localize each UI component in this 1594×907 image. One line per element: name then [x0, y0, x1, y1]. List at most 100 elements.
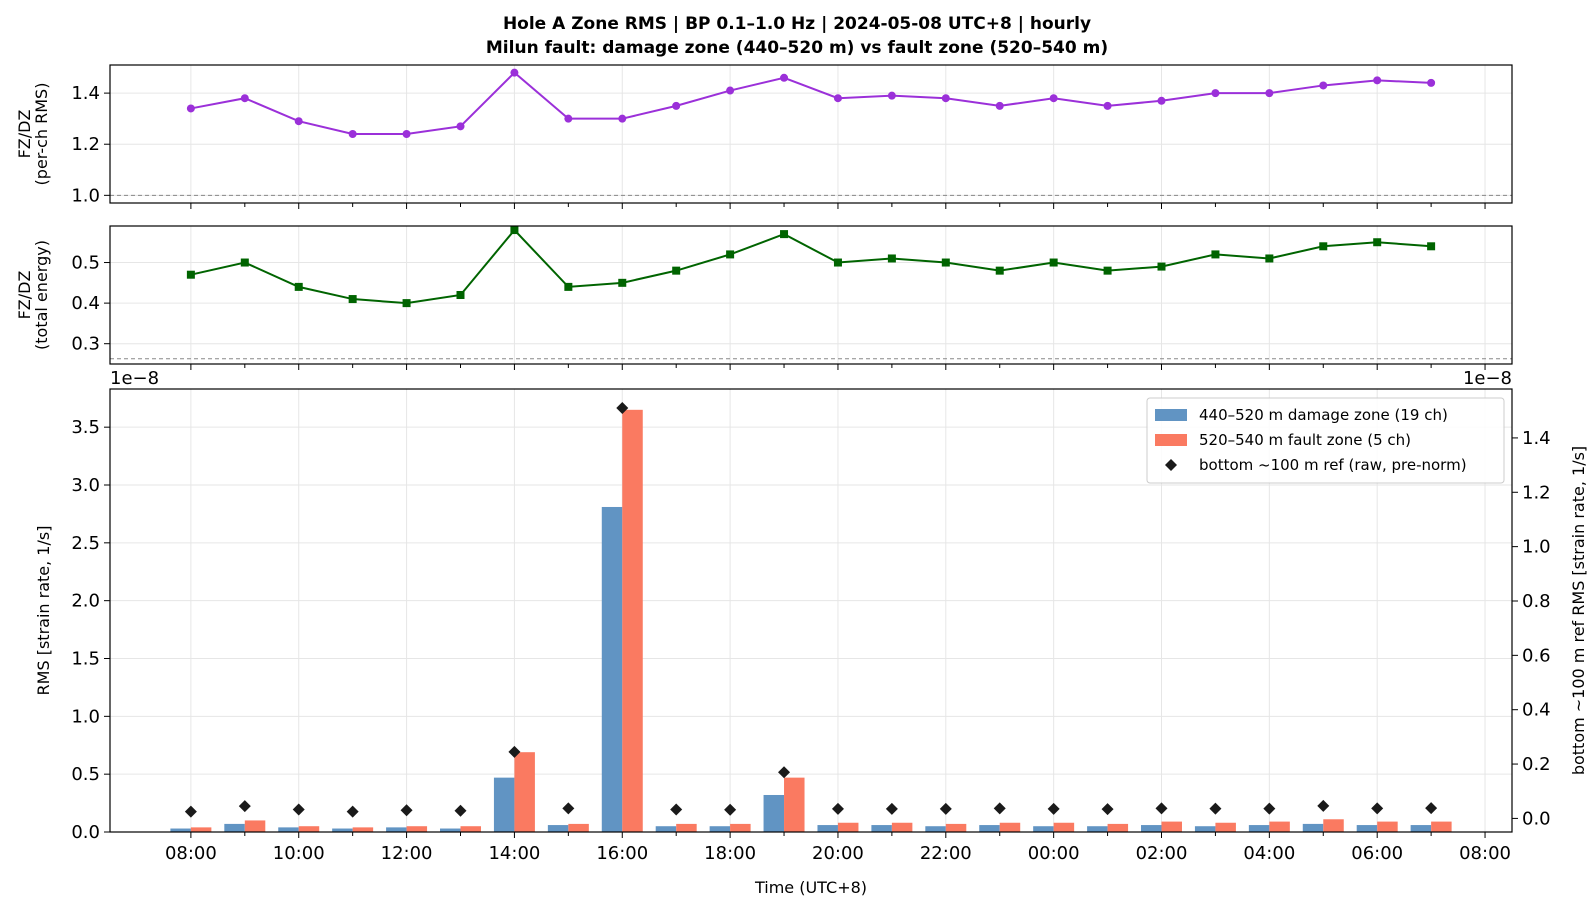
ref-point: [670, 803, 683, 816]
bar-fault-zone: [891, 822, 913, 832]
x-tick-label: 08:00: [1459, 843, 1511, 864]
ref-point: [885, 802, 898, 815]
ref-point: [831, 802, 844, 815]
fz-dz-per-channel-point: [564, 114, 573, 123]
bar-fault-zone: [945, 823, 967, 832]
ref-point: [1425, 802, 1438, 815]
ref-point: [1263, 802, 1276, 815]
bar-damage-zone: [709, 826, 731, 832]
fz-dz-per-channel-point: [186, 104, 195, 113]
fz-dz-total-energy-point: [618, 278, 627, 287]
fz-dz-per-channel-line: [190, 71, 1432, 135]
legend-label-fault-zone: 520–540 m fault zone (5 ch): [1199, 431, 1411, 449]
ref-point: [400, 804, 413, 817]
fz-dz-per-channel-point: [1427, 78, 1436, 87]
y-right-tick-label: 0.8: [1522, 591, 1551, 612]
bar-fault-zone: [352, 827, 374, 832]
bar-fault-zone: [1215, 822, 1236, 832]
y-right-tick-label: 0.2: [1522, 754, 1551, 775]
ref-point: [993, 802, 1006, 815]
fz-dz-per-channel-point: [941, 94, 950, 103]
fz-dz-per-channel-point: [1373, 76, 1382, 85]
offset-text-left: 1e−8: [110, 368, 159, 389]
bar-damage-zone: [1033, 826, 1054, 832]
bar-fault-zone: [1377, 821, 1398, 832]
fz-dz-per-channel-point: [726, 86, 735, 95]
bar-fault-zone: [298, 826, 320, 832]
y-tick-label: 0.3: [71, 334, 100, 355]
bar-damage-zone: [547, 825, 569, 832]
fz-dz-total-energy-point: [1427, 242, 1436, 251]
bar-fault-zone: [1269, 821, 1290, 832]
fz-dz-per-channel-point: [833, 94, 842, 103]
ref-point: [1317, 799, 1330, 812]
y-tick-label: 1.0: [71, 185, 100, 206]
bar-fault-zone: [622, 409, 643, 832]
y-tick-label: 3.0: [71, 475, 100, 496]
y-tick-label: 0.4: [71, 293, 100, 314]
legend-swatch-fault-zone: [1155, 434, 1187, 446]
bar-damage-zone: [224, 823, 245, 832]
x-tick-label: 00:00: [1028, 843, 1080, 864]
y-axis-label-line: (per-ch RMS): [32, 83, 51, 186]
fz-dz-total-energy-point: [672, 266, 681, 275]
bar-fault-zone: [514, 752, 535, 832]
bar-damage-zone: [601, 506, 623, 832]
ref-point: [939, 802, 952, 815]
bar-damage-zone: [925, 826, 946, 832]
y-right-tick-label: 1.4: [1522, 428, 1551, 449]
axes-frame: [109, 225, 1513, 365]
fz-dz-per-channel-point: [456, 122, 465, 131]
axes-frame: [109, 388, 1513, 833]
fz-dz-total-energy-point: [186, 270, 195, 279]
fz-dz-total-energy-line: [190, 228, 1432, 305]
bar-damage-zone: [170, 828, 191, 832]
fz-dz-total-energy-point: [1103, 266, 1112, 275]
x-tick-label: 06:00: [1351, 843, 1403, 864]
axes-frame: [109, 64, 1513, 204]
fz-dz-per-channel-point: [402, 130, 411, 138]
ref-point: [454, 804, 467, 817]
ref-point: [724, 803, 737, 816]
y-axis-label-line: (total energy): [32, 240, 51, 350]
bar-fault-zone: [676, 823, 697, 832]
fz-dz-total-energy-point: [1211, 250, 1220, 259]
ref-point: [292, 803, 305, 816]
fz-dz-per-channel-point: [887, 91, 896, 100]
bar-fault-zone: [784, 777, 805, 832]
ref-point: [616, 402, 629, 415]
fz-dz-total-energy-point: [1265, 254, 1274, 263]
fz-dz-per-channel-point: [240, 94, 249, 103]
ref-point: [778, 766, 791, 779]
bar-fault-zone: [406, 826, 428, 832]
y-tick-label: 0.5: [71, 764, 100, 785]
bar-damage-zone: [493, 777, 515, 832]
y-tick-label: 1.2: [71, 134, 100, 155]
bar-damage-zone: [278, 827, 299, 832]
bar-fault-zone: [837, 822, 859, 832]
y-tick-label: 3.5: [71, 417, 100, 438]
ref-point: [1371, 802, 1384, 815]
fz-dz-total-energy-point: [726, 250, 735, 259]
fz-dz-per-channel-point: [618, 114, 627, 123]
x-tick-label: 14:00: [488, 843, 540, 864]
chart-title-line2: Milun fault: damage zone (440–520 m) vs …: [486, 38, 1108, 58]
y-tick-label: 1.5: [71, 649, 100, 670]
bar-fault-zone: [568, 823, 589, 832]
fz-dz-total-energy-point: [456, 291, 465, 299]
bar-fault-zone: [1323, 819, 1344, 832]
x-tick-label: 02:00: [1136, 843, 1188, 864]
legend-swatch-damage-zone: [1155, 409, 1187, 421]
y-tick-label: 1.0: [71, 706, 100, 727]
y-right-tick-label: 0.6: [1522, 645, 1551, 666]
ref-point: [508, 745, 521, 758]
x-tick-label: 08:00: [165, 843, 217, 864]
bar-damage-zone: [1141, 825, 1162, 832]
bar-damage-zone: [440, 828, 461, 832]
fz-dz-total-energy-point: [510, 226, 519, 235]
bar-damage-zone: [332, 828, 353, 832]
y-axis-label: FZ/DZ(total energy): [15, 240, 51, 350]
bar-fault-zone: [730, 823, 751, 832]
fz-dz-total-energy-point: [833, 258, 842, 267]
